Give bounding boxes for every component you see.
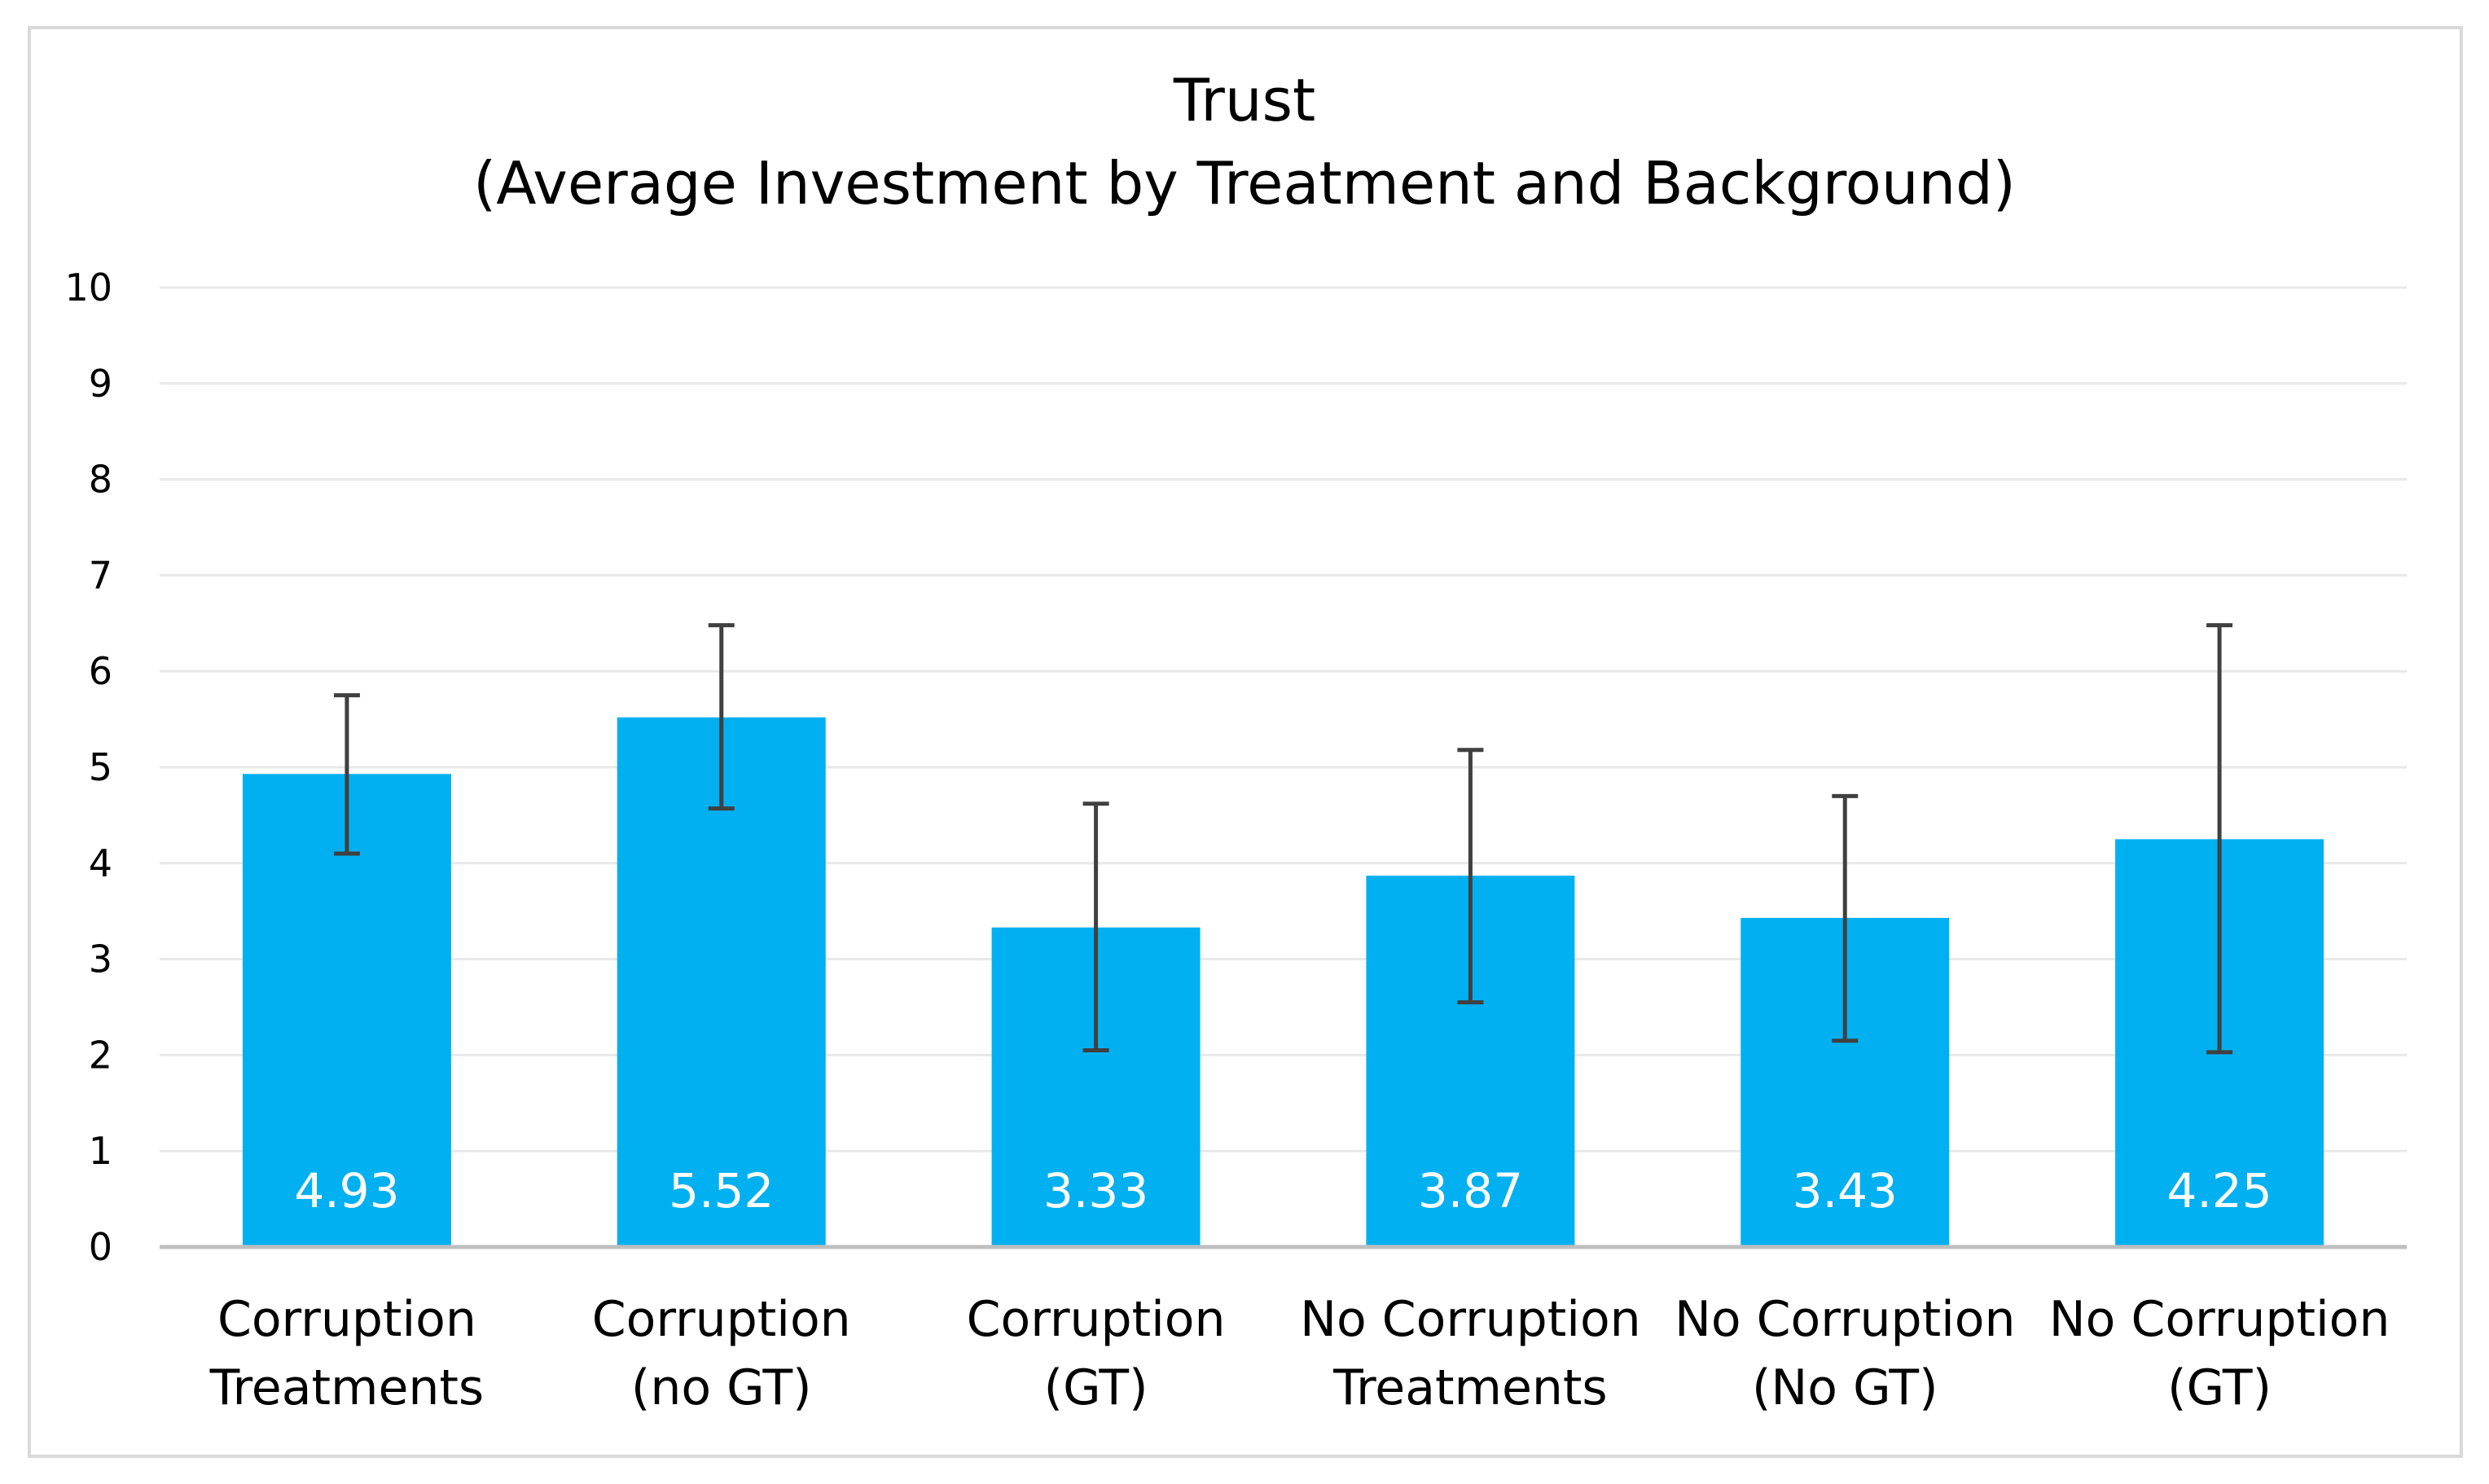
data-label: 3.87 [1418, 1163, 1523, 1218]
x-tick-label: Corruption [967, 1291, 1226, 1348]
x-tick-label: No Corruption [1300, 1291, 1641, 1348]
data-label: 3.43 [1793, 1163, 1898, 1218]
data-label: 3.33 [1043, 1163, 1148, 1218]
y-tick-label: 3 [89, 937, 112, 981]
x-tick-label: Treatments [1332, 1359, 1608, 1416]
chart-title: Trust (Average Investment by Treatment a… [473, 66, 2016, 217]
x-tick-label: Treatments [209, 1359, 485, 1416]
y-tick-label: 2 [89, 1033, 112, 1077]
y-tick-label: 8 [89, 458, 112, 502]
error-bar [1832, 793, 1859, 1043]
chart-title-line-2: (Average Investment by Treatment and Bac… [473, 149, 2016, 217]
error-bar [1457, 748, 1484, 1005]
bars [242, 717, 2324, 1247]
y-tick-label: 0 [89, 1225, 112, 1269]
error-bar [708, 623, 735, 811]
y-tick-label: 5 [89, 745, 112, 789]
error-bars [333, 623, 2233, 1055]
error-bar [1082, 801, 1109, 1053]
x-tick-label: No Corruption [1675, 1291, 2016, 1348]
data-label: 4.93 [294, 1163, 399, 1218]
y-tick-label: 7 [89, 553, 112, 597]
error-bar [2206, 623, 2233, 1055]
y-tick-label: 10 [64, 266, 112, 310]
data-label: 5.52 [669, 1163, 774, 1218]
x-tick-label: (GT) [1044, 1359, 1148, 1416]
x-tick-label: Corruption [592, 1291, 851, 1348]
y-tick-label: 6 [89, 649, 112, 693]
x-tick-label: (no GT) [631, 1359, 812, 1416]
x-axis-labels: Corruption Treatments Corruption (no GT) Cor… [209, 1291, 2390, 1416]
x-tick-label: Corruption [217, 1291, 476, 1348]
y-tick-label: 1 [89, 1129, 112, 1173]
x-tick-label: (GT) [2167, 1359, 2272, 1416]
y-axis-ticks: 0 1 2 3 4 5 6 7 8 9 10 [64, 266, 112, 1269]
data-labels: 4.93 5.52 3.33 3.87 3.43 4.25 [294, 1163, 2272, 1218]
error-bar [333, 693, 360, 856]
gridlines [160, 286, 2407, 1153]
data-label: 4.25 [2167, 1163, 2272, 1218]
x-tick-label: (No GT) [1752, 1359, 1938, 1416]
y-tick-label: 4 [89, 841, 112, 885]
x-tick-label: No Corruption [2049, 1291, 2390, 1348]
y-tick-label: 9 [89, 362, 112, 406]
chart-title-line-1: Trust [1173, 66, 1315, 134]
